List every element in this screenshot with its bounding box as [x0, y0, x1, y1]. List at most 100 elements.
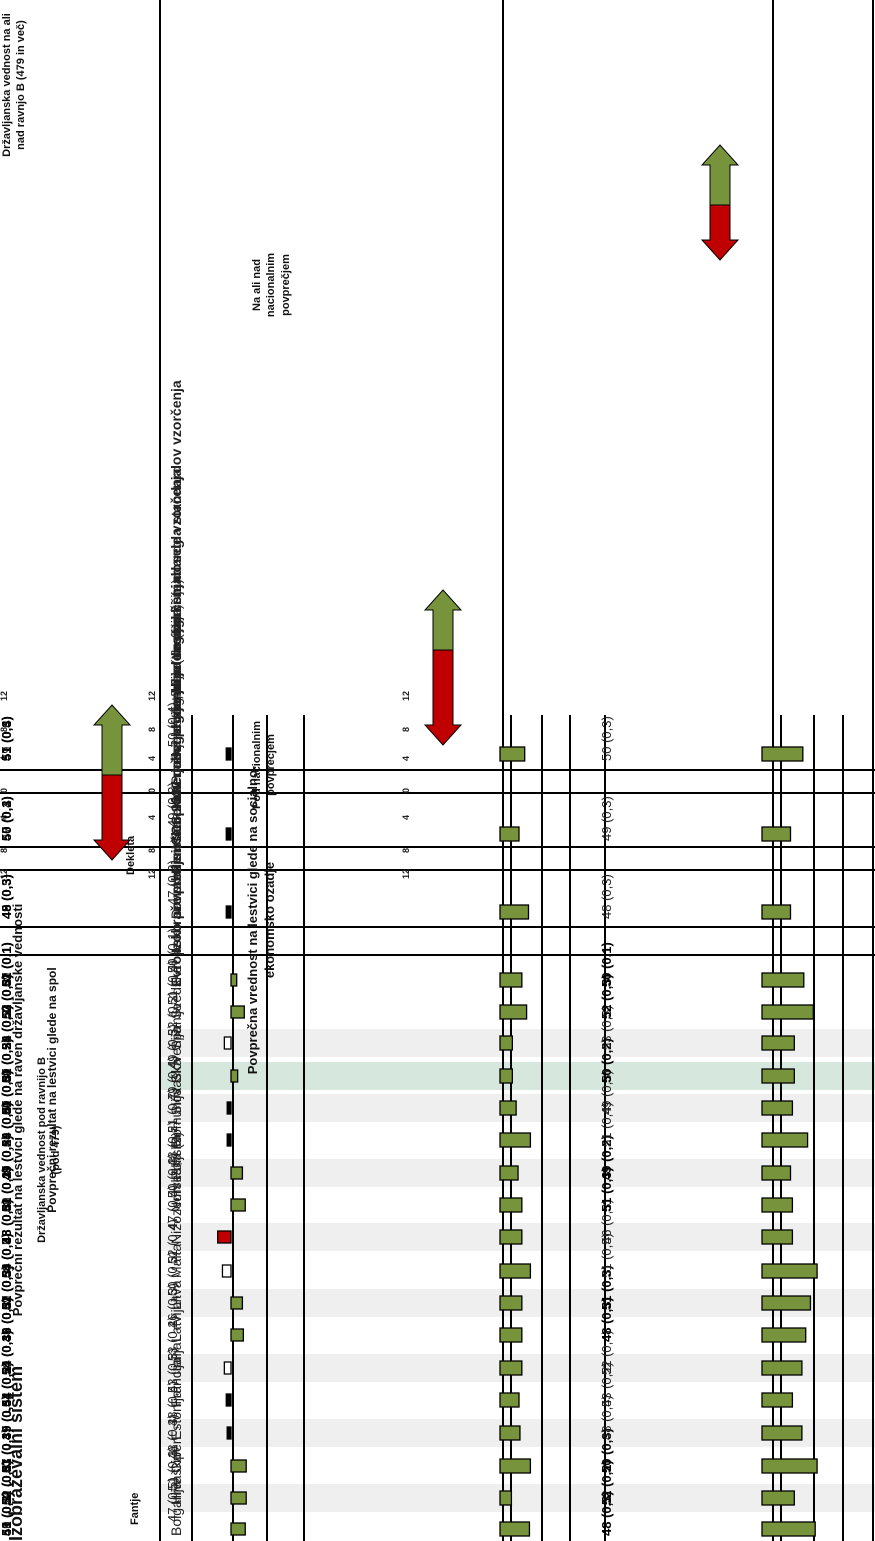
ses-diff-bar [499, 1165, 519, 1181]
civic-axis-tick-hidden: 12 [0, 690, 9, 701]
gender-axis-tick: 4 [147, 814, 157, 820]
girls-value: 49 (0,3) [599, 796, 614, 841]
civic-diff-bar [761, 1165, 792, 1181]
girls-value: 50 (0,1) [599, 942, 614, 987]
civic-diff-bar [761, 1458, 818, 1474]
civic-diff-bar [761, 1035, 795, 1051]
row-background [160, 1484, 875, 1512]
ses-diff-bar [499, 972, 523, 988]
gender-diff-bar [217, 1230, 232, 1244]
gender-diff-bar [225, 827, 232, 841]
ses-diff-bar [499, 1490, 513, 1506]
ses-diff-bar [499, 1327, 523, 1343]
gender-boys-header: Fantje [129, 1492, 141, 1525]
ses-diff-bar [499, 1392, 520, 1408]
civic-diff-bar [761, 826, 792, 842]
civic-diff-bar [761, 972, 805, 988]
gender-diff-bar [225, 905, 232, 919]
ses-diff-bar [499, 746, 526, 762]
gender-diff-bar [223, 1036, 232, 1050]
gender-diff-bar [223, 1361, 232, 1375]
civic-below-header: Državljanska vednost pod ravnijo B (pod … [36, 1057, 63, 1243]
ses-diff-bar [499, 1425, 521, 1441]
ses-diff-bar [499, 1197, 523, 1213]
civic-green-arrow [700, 144, 740, 206]
girls-value: 48 (0,3) [599, 874, 614, 919]
ses-diff-bar [499, 904, 530, 920]
gender-red-arrow [92, 774, 132, 861]
section-label-bench-not-met: Nemška primerjalna regija, ki ni dosegla… [168, 380, 184, 795]
ses-diff-bar [499, 1521, 531, 1537]
gender-diff-bar [230, 1491, 247, 1505]
gender-axis-tick: 12 [147, 690, 157, 701]
gender-green-arrow [92, 704, 132, 776]
gender-axis-tick: 4 [147, 755, 157, 761]
gender-axis-tick: 8 [147, 847, 157, 853]
civic-high-value: 48 (0,3) [0, 874, 14, 919]
civic-axis-tick-hidden: 0 [0, 787, 9, 793]
civic-diff-bar [761, 1295, 812, 1311]
gender-diff-bar [230, 973, 238, 987]
ses-axis-tick: 4 [401, 755, 411, 761]
gender-diff-bar [230, 1296, 244, 1310]
civic-diff-bar [761, 1229, 794, 1245]
civic-diff-bar [761, 1004, 814, 1020]
civic-high-value: 50 (0,3) [0, 796, 14, 841]
ses-below-header: Pod nacionalnim povprečjem [251, 721, 278, 810]
ses-red-arrow [423, 649, 463, 746]
civic-red-arrow [700, 204, 740, 261]
civic-high-value: 52 (0,1) [0, 942, 14, 987]
gender-diff-bar [230, 1005, 245, 1019]
ses-diff-bar [499, 1229, 523, 1245]
civic-diff-bar [761, 1327, 807, 1343]
ses-diff-bar [499, 1263, 532, 1279]
gender-axis-tick: 0 [147, 787, 157, 793]
ses-axis-tick: 12 [401, 868, 411, 879]
ses-diff-bar [499, 1004, 528, 1020]
civic-diff-bar [761, 1132, 809, 1148]
gender-diff-bar [230, 1328, 245, 1342]
ses-diff-bar [499, 1295, 523, 1311]
civic-above-header: Državljanska vednost na ali nad ravnjo B… [1, 13, 28, 157]
gender-diff-bar [230, 1522, 246, 1536]
gender-axis-tick: 12 [147, 868, 157, 879]
gender-diff-bar [226, 1426, 232, 1440]
civic-diff-bar [761, 1425, 803, 1441]
ses-above-header: Na ali nad nacionalnim povprečjem [251, 252, 292, 318]
civic-diff-bar [761, 1392, 794, 1408]
gender-diff-bar [230, 1198, 246, 1212]
gender-girls-header: Dekleta [125, 835, 137, 875]
gender-diff-bar [230, 1069, 239, 1083]
civic-diff-bar [761, 1360, 803, 1376]
gender-diff-bar [230, 1459, 247, 1473]
ses-diff-bar [499, 1458, 532, 1474]
civic-axis-tick-hidden: 8 [0, 847, 9, 853]
ses-green-arrow [423, 589, 463, 651]
civic-diff-bar [761, 904, 792, 920]
gender-diff-bar [225, 747, 232, 761]
civic-diff-bar [761, 746, 804, 762]
ses-diff-bar [499, 1132, 532, 1148]
gender-diff-bar [225, 1393, 232, 1407]
civic-diff-bar [761, 1068, 795, 1084]
ses-diff-bar [499, 1035, 514, 1051]
ses-diff-bar [499, 1100, 517, 1116]
ses-axis-tick: 4 [401, 814, 411, 820]
gender-axis-tick: 8 [147, 726, 157, 732]
ses-diff-bar [499, 1360, 523, 1376]
row-background [160, 1094, 875, 1122]
gender-diff-bar [230, 1166, 244, 1180]
girls-value: 50 (0,3) [599, 716, 614, 761]
civic-diff-bar [761, 1100, 794, 1116]
row-background [160, 1029, 875, 1057]
gender-diff-bar [221, 1264, 232, 1278]
ses-axis-tick: 8 [401, 726, 411, 732]
ses-axis-tick: 12 [401, 690, 411, 701]
civic-diff-bar [761, 1263, 818, 1279]
ses-diff-bar [499, 1068, 514, 1084]
civic-high-value: 51 (0,3) [0, 716, 14, 761]
civic-diff-bar [761, 1521, 816, 1537]
ses-diff-bar [499, 826, 520, 842]
ses-axis-tick: 8 [401, 847, 411, 853]
